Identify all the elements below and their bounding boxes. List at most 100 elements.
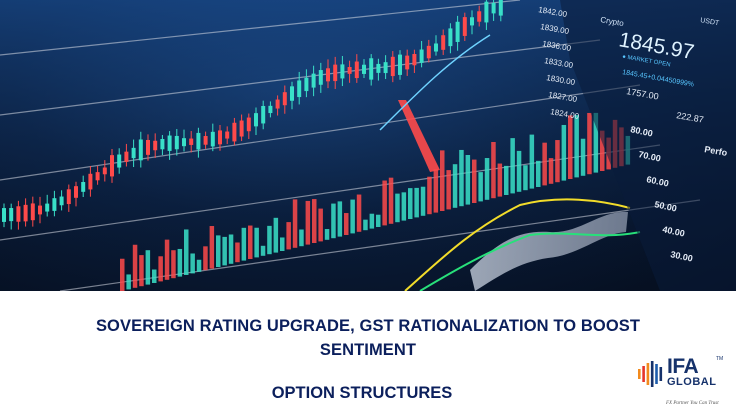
hud-panel xyxy=(560,0,736,291)
volume-bar xyxy=(420,186,426,216)
candle-body xyxy=(290,86,294,101)
volume-bar xyxy=(542,142,547,186)
candle-body xyxy=(376,63,381,73)
candle-body xyxy=(326,68,330,82)
candle-body xyxy=(448,28,453,47)
candle-body xyxy=(268,105,273,114)
candle-body xyxy=(88,173,93,190)
volume-bar xyxy=(363,219,368,231)
volume-axis-label: 70.00 xyxy=(638,149,662,163)
volume-bar xyxy=(305,200,311,245)
volume-bar xyxy=(132,244,138,288)
candle-body xyxy=(498,0,503,16)
candle-body xyxy=(362,64,366,74)
candle-body xyxy=(297,80,302,98)
candle-body xyxy=(74,186,78,198)
indicator-line-green xyxy=(419,231,641,291)
candle-body xyxy=(246,117,251,132)
volume-bar xyxy=(465,154,471,205)
volume-bar xyxy=(516,150,522,192)
volume-bar xyxy=(427,176,432,215)
candle-body xyxy=(16,206,21,222)
candle-body xyxy=(59,196,64,206)
logo-bar xyxy=(659,367,663,381)
guide-line xyxy=(0,0,521,56)
volume-bar xyxy=(145,250,151,285)
candle-body xyxy=(117,154,122,168)
volume-bar xyxy=(401,192,407,221)
candle-body xyxy=(470,17,474,26)
trading-chart-graphic: 1842.001839.001836.001833.001830.001827.… xyxy=(0,0,736,291)
candle-body xyxy=(455,21,460,42)
indicator-line-yellow xyxy=(404,198,631,291)
candle-body xyxy=(383,62,388,74)
candle-body xyxy=(333,64,338,82)
side-label: Perfo xyxy=(704,144,729,158)
volume-bar xyxy=(222,236,227,266)
guide-line xyxy=(0,39,601,116)
candle-body xyxy=(210,131,215,147)
candle-body xyxy=(477,11,482,22)
volume-bar xyxy=(548,158,554,184)
candle-body xyxy=(311,73,316,88)
volume-bar xyxy=(312,199,317,243)
ifa-logo-mark-icon xyxy=(638,361,663,387)
volume-bar xyxy=(414,187,419,218)
logo-bar xyxy=(646,363,650,385)
volume-bar xyxy=(478,172,483,202)
candle-body xyxy=(261,105,266,124)
volume-bar xyxy=(267,225,272,255)
volume-axis-label: 80.00 xyxy=(630,124,654,138)
volume-bar xyxy=(382,180,387,226)
indicator-line-blue xyxy=(379,34,491,131)
volume-bar xyxy=(171,250,176,279)
price-spike xyxy=(398,100,440,172)
volume-bar xyxy=(350,199,355,234)
volume-bar xyxy=(292,199,298,248)
volume-bar xyxy=(241,227,247,261)
volume-bar xyxy=(318,208,323,242)
guide-line xyxy=(0,84,641,181)
volume-bar xyxy=(446,170,451,210)
volume-bar xyxy=(254,227,259,258)
candle-body xyxy=(110,155,114,177)
volume-bar xyxy=(203,246,208,271)
volume-bar xyxy=(574,115,579,178)
candle-body xyxy=(2,208,6,222)
candle-body xyxy=(189,138,194,145)
candle-body xyxy=(434,43,438,52)
volume-bar xyxy=(344,213,349,235)
volume-bar xyxy=(177,248,183,277)
candle-body xyxy=(426,45,431,59)
volume-bar xyxy=(280,237,285,251)
volume-bar xyxy=(273,217,279,253)
volume-bar xyxy=(555,140,560,183)
crypto-label: Crypto xyxy=(600,15,625,28)
volume-bar xyxy=(529,134,535,189)
volume-bar xyxy=(299,229,304,247)
volume-bar xyxy=(139,255,144,287)
logo-name: IFA xyxy=(667,355,699,378)
candle-body xyxy=(160,139,165,150)
headline-line-1: SOVEREIGN RATING UPGRADE, GST RATIONALIZ… xyxy=(95,317,641,335)
candle-body xyxy=(52,198,57,211)
candle-body xyxy=(282,92,287,106)
volume-bar xyxy=(120,258,125,291)
candle-body xyxy=(153,140,158,151)
candle-body xyxy=(369,58,374,80)
volume-bar xyxy=(504,165,509,195)
volume-axis-label: 50.00 xyxy=(654,199,678,213)
candle-body xyxy=(131,147,136,159)
candle-body xyxy=(174,135,179,150)
volume-axis-label: 30.00 xyxy=(670,249,694,263)
candle-body xyxy=(398,54,402,75)
side-value-2: 222.87 xyxy=(676,110,705,125)
volume-bar xyxy=(369,213,375,229)
candle-body xyxy=(318,70,323,85)
logo-bar xyxy=(650,361,654,387)
candle-body xyxy=(232,122,237,142)
section-subtitle: OPTION STRUCTURES xyxy=(271,384,453,402)
volume-bar xyxy=(260,245,266,256)
trading-chart-image: 1842.00 1839.00 1836.00 1833.00 1830.00 1827.… xyxy=(0,0,736,291)
